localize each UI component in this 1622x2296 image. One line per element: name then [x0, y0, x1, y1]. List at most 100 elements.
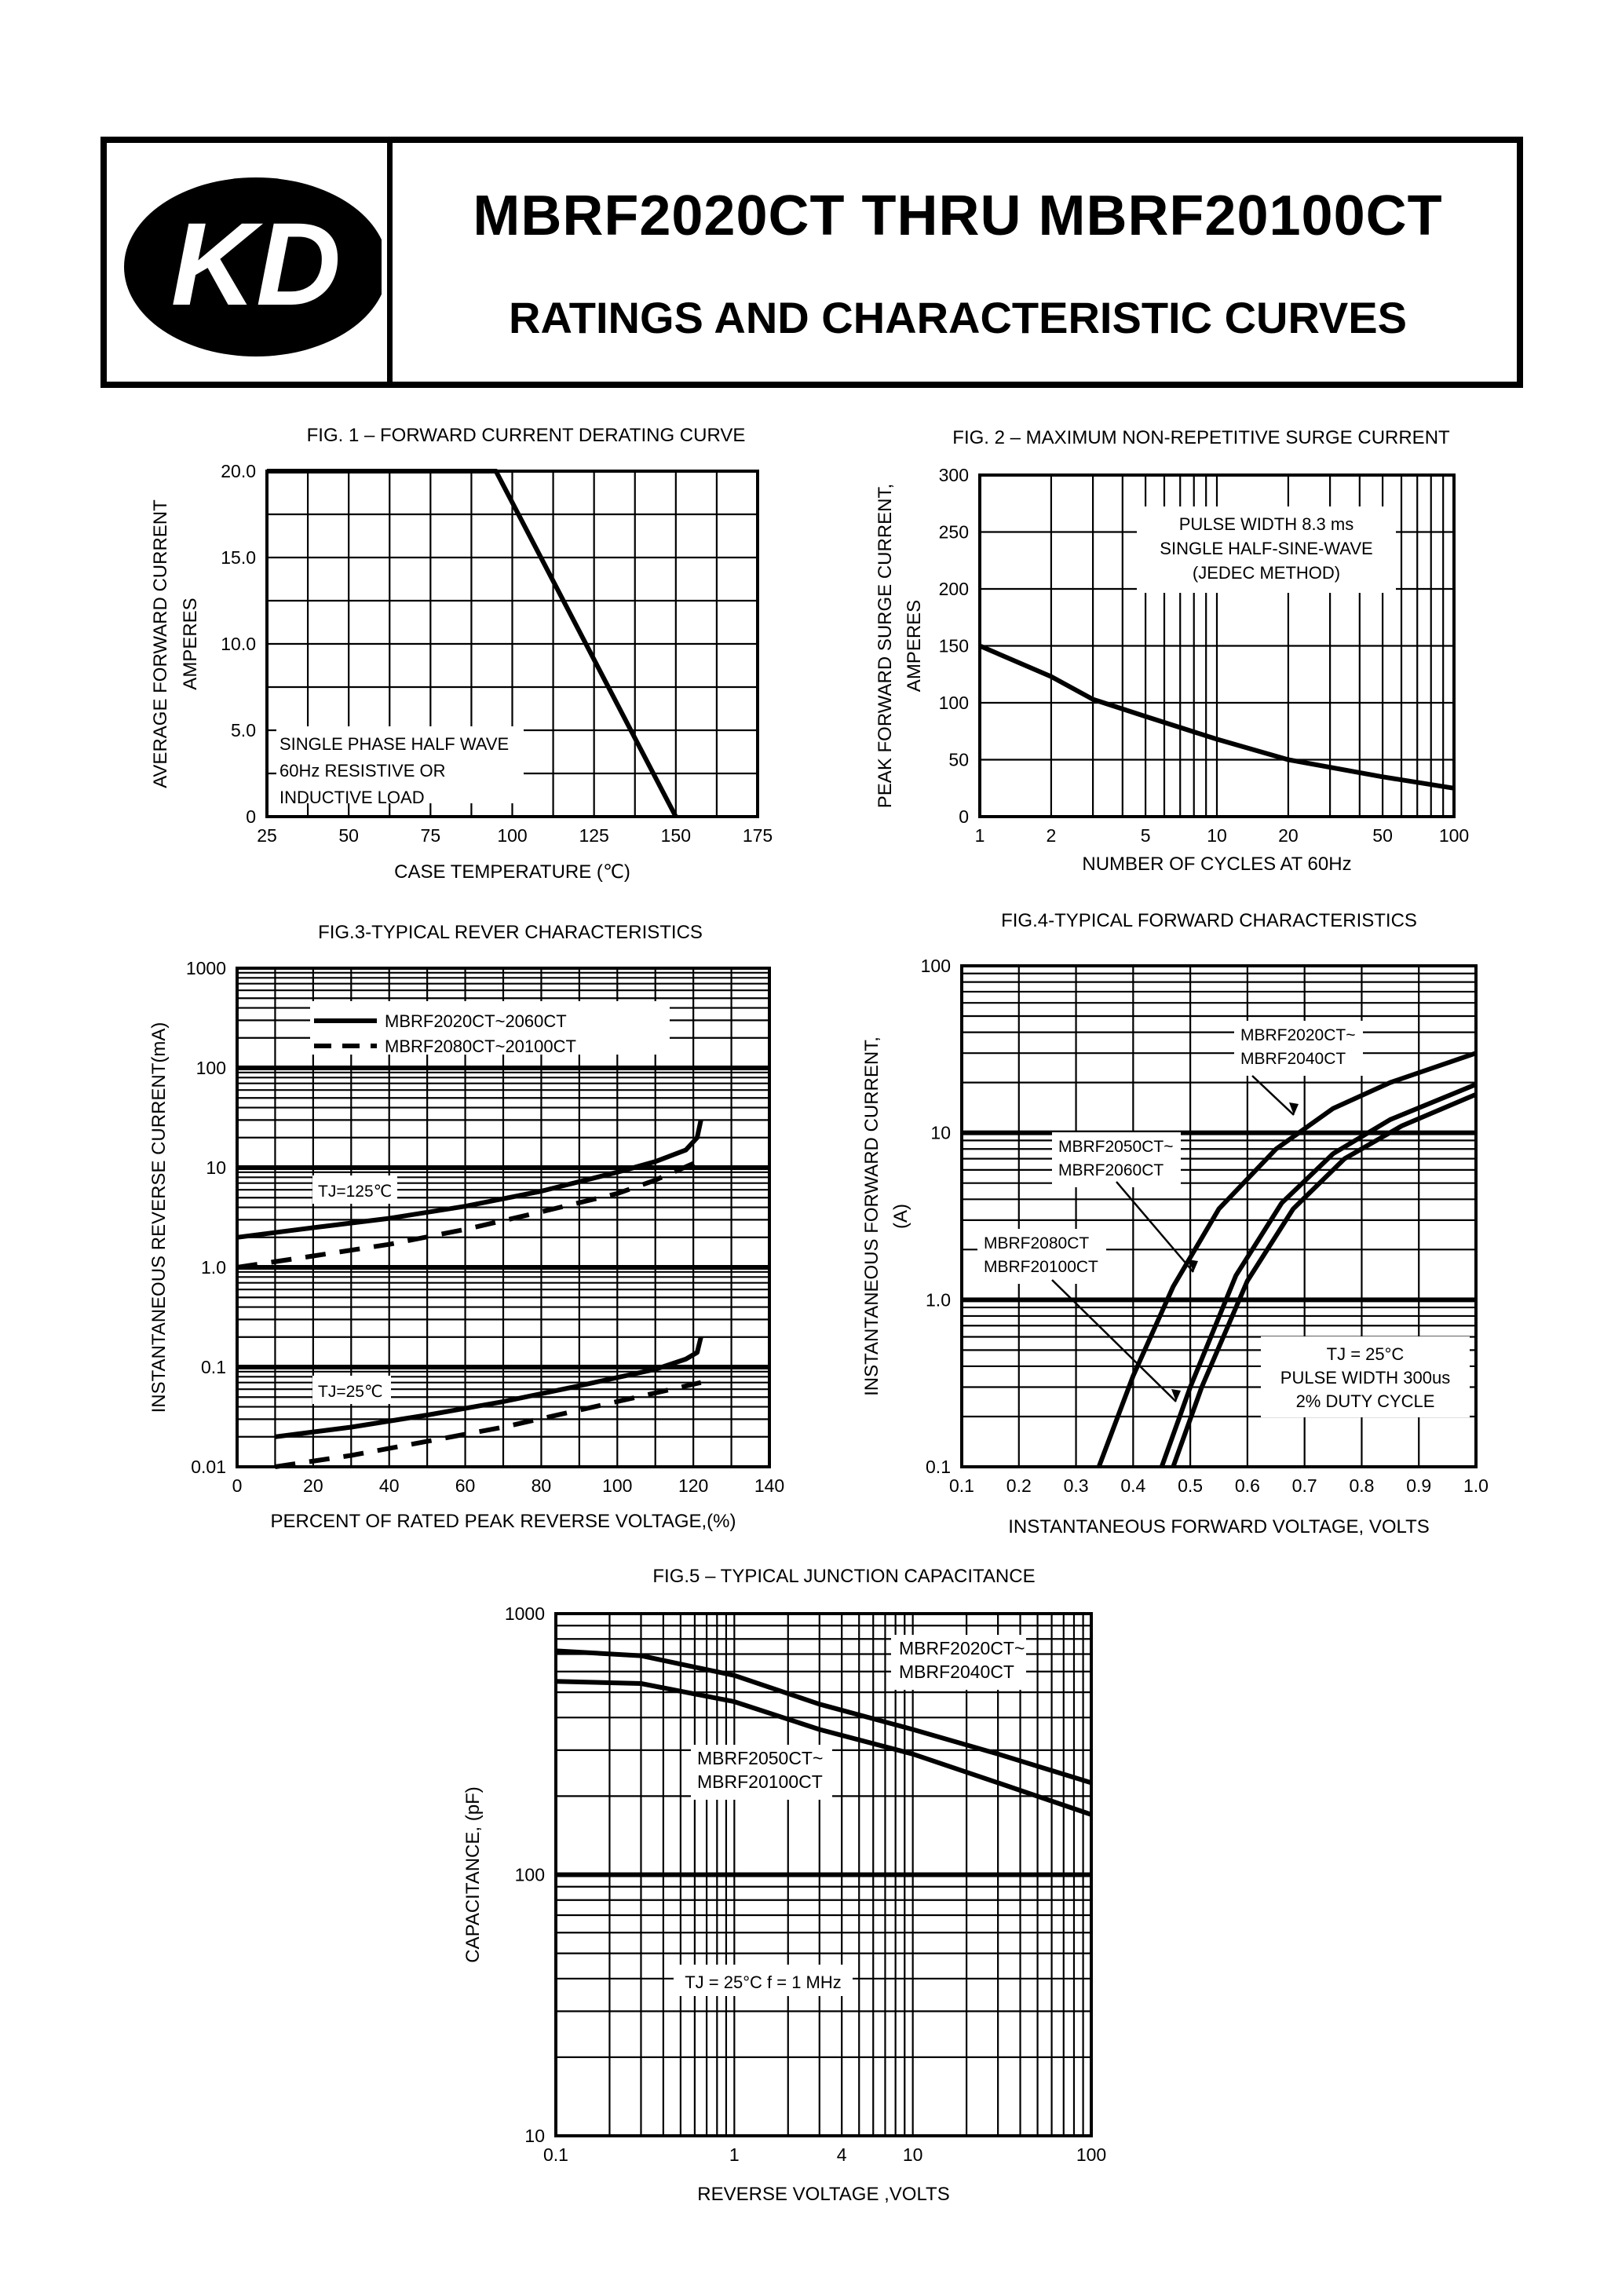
fig2-annotation-bg [1137, 506, 1396, 593]
fig1-y-tick-label: 5.0 [231, 720, 256, 740]
fig2-x-tick-label: 5 [1141, 825, 1151, 846]
fig3-y-tick-label: 0.1 [201, 1357, 226, 1377]
fig4-annotation-text: PULSE WIDTH 300us [1280, 1368, 1450, 1387]
fig5-y-tick-label: 100 [515, 1865, 545, 1885]
fig3-y-tick-label: 10 [206, 1157, 226, 1178]
fig3-x-tick-label: 140 [754, 1475, 784, 1496]
fig5-y-tick-label: 1000 [505, 1603, 545, 1624]
fig3-tj125-bg [312, 1175, 397, 1204]
fig4-series-line-0 [1096, 1051, 1477, 1468]
fig5-series-label: MBRF2020CT~ [899, 1638, 1025, 1658]
fig5-title: FIG.5 – TYPICAL JUNCTION CAPACITANCE [652, 1566, 1035, 1587]
fig1-y-tick-label: 15.0 [221, 547, 256, 568]
fig4-annotation-text: 2% DUTY CYCLE [1296, 1391, 1435, 1411]
fig3-x-tick-label: 60 [455, 1475, 476, 1496]
header-box: KD MBRF2020CT THRU MBRF20100CT RATINGS A… [100, 137, 1523, 388]
fig4-series-label: MBRF2050CT~ [1058, 1138, 1173, 1156]
fig5-series-label: MBRF2040CT [899, 1662, 1014, 1682]
fig2-series-line-0 [978, 643, 1455, 791]
fig2-annotation-text: (JEDEC METHOD) [1193, 563, 1340, 583]
fig5-chart: 0.1 1 4 10 100 10 100 1000 FIG.5 – TYPICAL JUNCT… [462, 1566, 1106, 2205]
fig3-y-tick-label: 0.01 [191, 1457, 226, 1477]
fig5-series-label-bg [891, 1635, 1026, 1690]
fig4-y-tick-label: 100 [921, 956, 951, 976]
fig4-series-label: MBRF2060CT [1058, 1161, 1164, 1179]
fig2-x-tick-label: 2 [1047, 825, 1057, 846]
fig3-legend-label: MBRF2080CT~20100CT [385, 1036, 576, 1056]
page-title: MBRF2020CT THRU MBRF20100CT [473, 185, 1443, 247]
fig4-x-tick-label: 0.9 [1406, 1475, 1431, 1496]
fig4-leader-line [1116, 1181, 1194, 1273]
fig2-y-tick-label: 200 [939, 579, 969, 599]
fig1-annotation-text: INDUCTIVE LOAD [279, 788, 425, 807]
fig4-leader-arrow [1189, 1260, 1198, 1272]
fig4-y-tick-label: 0.1 [926, 1457, 951, 1477]
fig2-y-axis-label: AMPERES [904, 600, 925, 692]
fig1-x-tick-label: 125 [579, 825, 608, 846]
fig1-series-line-0 [267, 469, 678, 818]
fig4-y-tick-label: 10 [930, 1123, 951, 1143]
fig4-x-tick-label: 0.5 [1178, 1475, 1203, 1496]
fig3-y-tick-label: 1.0 [201, 1257, 226, 1278]
fig3-series-line-3 [274, 1380, 702, 1469]
fig3-tj25-bg [312, 1376, 391, 1404]
fig1-x-tick-label: 25 [257, 825, 277, 846]
fig3-x-tick-label: 120 [678, 1475, 708, 1496]
fig1-x-tick-label: 75 [421, 825, 441, 846]
fig2-y-tick-label: 50 [948, 750, 969, 770]
fig2-x-tick-label: 100 [1439, 825, 1469, 846]
fig2-y-tick-label: 250 [939, 522, 969, 543]
fig2-x-tick-label: 10 [1207, 825, 1227, 846]
fig1-title: FIG. 1 – FORWARD CURRENT DERATING CURVE [307, 425, 746, 446]
fig4-series-label-bg [977, 1229, 1106, 1284]
fig1-x-tick-label: 100 [497, 825, 527, 846]
fig5-x-tick-label: 4 [837, 2144, 847, 2165]
fig4-chart: 0.1 0.2 0.3 0.4 0.5 0.6 0.7 0.8 0.9 1.0 0.1 1.0 10 10… [861, 910, 1489, 1537]
fig3-x-tick-label: 0 [232, 1475, 243, 1496]
fig2-y-tick-label: 100 [939, 693, 969, 713]
fig5-y-tick-label: 10 [524, 2126, 545, 2146]
fig3-series-line-2 [275, 1336, 703, 1439]
fig4-series-label-bg [1052, 1132, 1181, 1187]
fig4-series-label: MBRF2020CT~ [1240, 1026, 1355, 1044]
fig3-tj25-label: TJ=25℃ [318, 1383, 383, 1401]
page-subtitle: RATINGS AND CHARACTERISTIC CURVES [509, 293, 1407, 342]
fig1-annotation-text: 60Hz RESISTIVE OR [279, 761, 446, 781]
fig5-x-tick-label: 100 [1076, 2144, 1106, 2165]
fig5-series-label: MBRF2050CT~ [697, 1748, 823, 1768]
fig5-annotation-text: TJ = 25°C f = 1 MHz [685, 1972, 842, 1992]
fig4-series-label: MBRF2040CT [1240, 1050, 1346, 1068]
logo-cell: KD [107, 143, 393, 382]
fig2-x-axis-label: NUMBER OF CYCLES AT 60Hz [1082, 854, 1351, 875]
fig4-x-axis-label: INSTANTANEOUS FORWARD VOLTAGE, VOLTS [1008, 1516, 1430, 1537]
fig4-leader-line [1051, 1279, 1177, 1402]
fig1-chart: 25 50 75 100 125 150 175 0 5.0 10.0 15.0 20.0 FIG. 1… [150, 425, 773, 883]
fig3-x-axis-label: PERCENT OF RATED PEAK REVERSE VOLTAGE,(%… [270, 1511, 736, 1532]
fig1-y-tick-label: 20.0 [221, 461, 256, 481]
fig5-series-line-1 [555, 1679, 1092, 1817]
fig4-leader-arrow [1171, 1389, 1181, 1402]
fig5-x-tick-label: 1 [729, 2144, 740, 2165]
fig4-leader-line [1251, 1075, 1295, 1116]
fig3-x-tick-label: 80 [532, 1475, 552, 1496]
fig2-x-tick-label: 1 [975, 825, 985, 846]
fig3-series-line-1 [236, 1154, 703, 1270]
fig3-chart: 0 20 40 60 80 100 120 140 0.01 0.1 1.0 10 100 1000 FIG… [148, 922, 784, 1532]
fig2-annotation-text: PULSE WIDTH 8.3 ms [1179, 514, 1353, 534]
fig3-series-line-0 [236, 1119, 703, 1240]
fig2-annotation-text: SINGLE HALF-SINE-WAVE [1160, 539, 1372, 558]
fig2-y-tick-label: 150 [939, 636, 969, 656]
fig3-title: FIG.3-TYPICAL REVER CHARACTERISTICS [318, 922, 703, 943]
fig4-annotation-bg [1261, 1336, 1470, 1417]
fig5-y-axis-label: CAPACITANCE, (pF) [462, 1786, 484, 1962]
fig4-annotation-text: TJ = 25°C [1327, 1344, 1405, 1364]
fig1-y-axis-label: AMPERES [180, 598, 201, 689]
fig5-x-axis-label: REVERSE VOLTAGE ,VOLTS [697, 2184, 949, 2205]
fig1-y-tick-label: 0 [246, 806, 256, 827]
fig4-x-tick-label: 0.2 [1006, 1475, 1032, 1496]
fig1-annotation-bg [276, 726, 524, 803]
fig2-chart: 1 2 5 10 20 50 100 0 50 100 150 200 250 300 FIG. 2 – M… [875, 427, 1469, 875]
fig4-series-label-bg [1234, 1021, 1363, 1076]
fig4-x-tick-label: 0.3 [1064, 1475, 1089, 1496]
